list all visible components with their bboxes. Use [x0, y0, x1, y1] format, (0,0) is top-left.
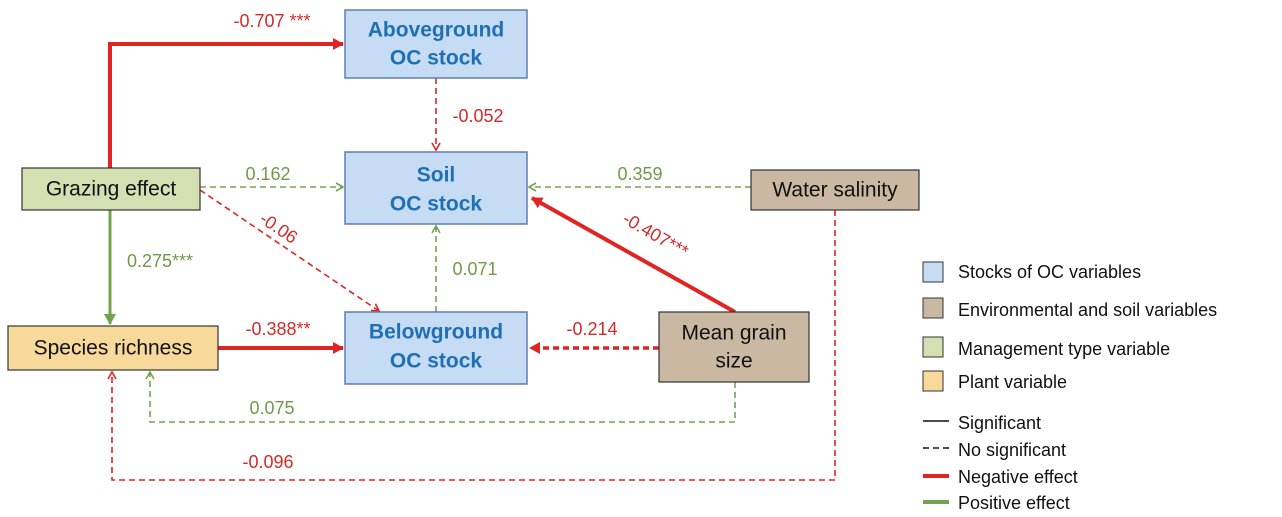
edges: -0.707 *** -0.052 0.162 -0.06 0.071 0.35…: [104, 11, 836, 481]
node-box: [21, 167, 201, 211]
node-label: Species richness: [34, 337, 193, 360]
edge-label: 0.162: [245, 164, 290, 184]
node-box: [344, 151, 528, 225]
node-label: OC stock: [390, 47, 483, 70]
edge-label: 0.359: [617, 164, 662, 184]
node-label: Mean grain: [681, 322, 786, 345]
node-label: OC stock: [390, 193, 483, 216]
node-label: Water salinity: [772, 179, 898, 202]
legend-swatch: [922, 297, 944, 319]
legend-label: Positive effect: [958, 493, 1070, 513]
node-label: Aboveground: [368, 19, 505, 42]
node-label: Soil: [417, 164, 456, 187]
legend: Stocks of OC variables Environmental and…: [922, 261, 1217, 513]
legend-label: Environmental and soil variables: [958, 300, 1217, 320]
legend-swatch: [922, 336, 944, 358]
edge: [108, 38, 344, 168]
edge-label: -0.052: [452, 106, 503, 126]
node-box: [344, 311, 528, 385]
edge-label: -0.06: [256, 208, 301, 248]
edge-label: 0.275***: [127, 251, 193, 271]
edge-label: -0.096: [242, 452, 293, 472]
legend-label: No significant: [958, 440, 1066, 460]
node-label: size: [715, 350, 752, 373]
legend-label: Significant: [958, 413, 1041, 433]
legend-label: Stocks of OC variables: [958, 262, 1141, 282]
node-label: Belowground: [369, 321, 503, 344]
node-label: Grazing effect: [46, 178, 177, 201]
legend-label: Negative effect: [958, 467, 1078, 487]
edge-label: -0.388**: [245, 319, 310, 339]
nodes: Aboveground OC stock Soil OC stock Below…: [7, 9, 920, 385]
legend-swatch: [922, 370, 944, 392]
edge: [531, 196, 736, 314]
legend-swatch: [922, 261, 944, 283]
node-box: [7, 325, 219, 371]
edge-label: -0.214: [566, 319, 617, 339]
edge-label: -0.707 ***: [233, 11, 310, 31]
node-box: [750, 169, 920, 211]
legend-label: Plant variable: [958, 372, 1067, 392]
edge: [145, 370, 736, 423]
edge: [107, 210, 836, 481]
node-label: OC stock: [390, 350, 483, 373]
edge-label: 0.075: [249, 398, 294, 418]
edge-label: 0.071: [452, 259, 497, 279]
edge: [199, 189, 381, 312]
node-box: [658, 311, 810, 383]
node-box: [344, 9, 528, 79]
legend-label: Management type variable: [958, 339, 1170, 359]
